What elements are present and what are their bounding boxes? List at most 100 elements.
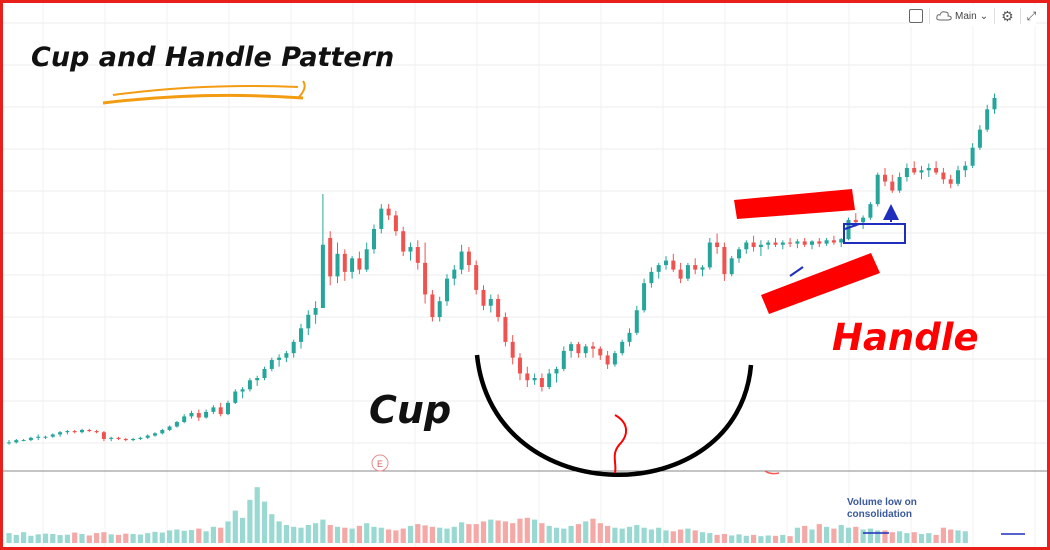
candle bbox=[758, 240, 763, 257]
volume-bar bbox=[137, 534, 143, 543]
volume-bar bbox=[904, 533, 910, 543]
candle bbox=[956, 165, 960, 187]
volume-bar bbox=[692, 530, 698, 543]
candle bbox=[868, 201, 873, 220]
volume-bar bbox=[480, 521, 487, 543]
volume-bar bbox=[174, 529, 180, 543]
candle bbox=[561, 346, 566, 372]
volume-bar bbox=[648, 529, 654, 543]
candle bbox=[744, 240, 749, 254]
layout-dropdown[interactable]: Main ⌄ bbox=[936, 11, 988, 22]
toolbar-divider bbox=[994, 8, 996, 24]
candle bbox=[233, 389, 238, 404]
candle-body bbox=[649, 271, 654, 284]
candle bbox=[897, 172, 902, 193]
candle-body bbox=[919, 170, 924, 173]
candle bbox=[379, 204, 384, 234]
candle bbox=[109, 436, 114, 442]
candle bbox=[656, 262, 661, 279]
candle-body bbox=[167, 426, 172, 430]
fullscreen-icon[interactable]: ⤢ bbox=[1026, 8, 1037, 23]
candle-body bbox=[299, 328, 303, 342]
candle-body bbox=[50, 434, 55, 437]
volume-bar bbox=[656, 527, 662, 543]
candle bbox=[284, 350, 289, 363]
candle bbox=[255, 375, 260, 386]
volume-bar bbox=[816, 524, 822, 543]
candle-body bbox=[839, 239, 844, 243]
candle bbox=[167, 425, 172, 432]
candle-body bbox=[875, 174, 880, 205]
candle-body bbox=[65, 431, 70, 433]
candle-body bbox=[342, 253, 347, 272]
candle bbox=[678, 262, 683, 284]
candle-body bbox=[386, 208, 391, 216]
candle-body bbox=[211, 407, 216, 412]
candle bbox=[948, 174, 953, 189]
volume-bar bbox=[845, 527, 852, 543]
earnings-marker[interactable] bbox=[371, 454, 389, 472]
candle bbox=[116, 436, 121, 441]
candle-body bbox=[28, 437, 33, 441]
volume-bar bbox=[305, 525, 311, 543]
volume-bar bbox=[532, 519, 538, 543]
volume-bar bbox=[590, 518, 596, 543]
candle bbox=[299, 323, 303, 349]
candle-body bbox=[14, 440, 19, 443]
candle bbox=[269, 357, 274, 372]
candle-body bbox=[255, 378, 260, 381]
volume-bar bbox=[875, 530, 881, 543]
volume-bar bbox=[283, 525, 289, 543]
candle bbox=[43, 435, 48, 439]
candle bbox=[87, 428, 92, 433]
candle bbox=[503, 312, 508, 347]
volume-bar bbox=[203, 531, 209, 543]
candle bbox=[693, 258, 698, 275]
gear-icon[interactable]: ⚙ bbox=[1001, 7, 1014, 24]
candle-body bbox=[992, 98, 997, 110]
candle bbox=[350, 256, 355, 279]
volume-bar bbox=[459, 522, 465, 543]
candle-body bbox=[642, 283, 647, 311]
candle bbox=[430, 289, 435, 322]
cup-bottom-squiggle bbox=[613, 414, 627, 474]
checkbox-icon[interactable] bbox=[909, 9, 923, 23]
candle-body bbox=[737, 249, 741, 259]
candle bbox=[459, 244, 464, 275]
candle-body bbox=[678, 269, 683, 279]
candle-body bbox=[970, 147, 975, 166]
volume-bar bbox=[743, 535, 749, 543]
candle-body bbox=[233, 391, 238, 403]
candle-body bbox=[904, 168, 909, 178]
candle-body bbox=[897, 177, 902, 191]
candle-body bbox=[948, 179, 953, 184]
candle bbox=[496, 294, 501, 322]
volume-bar bbox=[524, 517, 530, 543]
candle-body bbox=[627, 332, 632, 342]
candle-body bbox=[101, 432, 106, 439]
volume-bar bbox=[517, 518, 523, 543]
candle bbox=[72, 429, 77, 434]
volume-bar bbox=[115, 534, 122, 543]
candle bbox=[28, 436, 33, 442]
volume-bar bbox=[451, 526, 457, 543]
volume-bar bbox=[714, 534, 720, 543]
volume-bar bbox=[663, 530, 669, 543]
candle-body bbox=[744, 242, 749, 250]
candle-body bbox=[160, 429, 165, 434]
volume-bar bbox=[101, 532, 107, 543]
volume-bar bbox=[765, 535, 771, 543]
candle bbox=[963, 161, 968, 178]
candle bbox=[904, 163, 909, 182]
candle bbox=[196, 409, 201, 421]
candle bbox=[335, 242, 340, 284]
candle-body bbox=[693, 265, 698, 270]
volume-bar bbox=[575, 524, 581, 543]
candle-body bbox=[598, 348, 603, 356]
candle bbox=[408, 242, 413, 261]
candle bbox=[525, 366, 530, 388]
volume-bar bbox=[473, 524, 479, 543]
volume-bar bbox=[313, 523, 319, 543]
candle-body bbox=[817, 241, 822, 244]
volume-bar bbox=[35, 534, 41, 543]
